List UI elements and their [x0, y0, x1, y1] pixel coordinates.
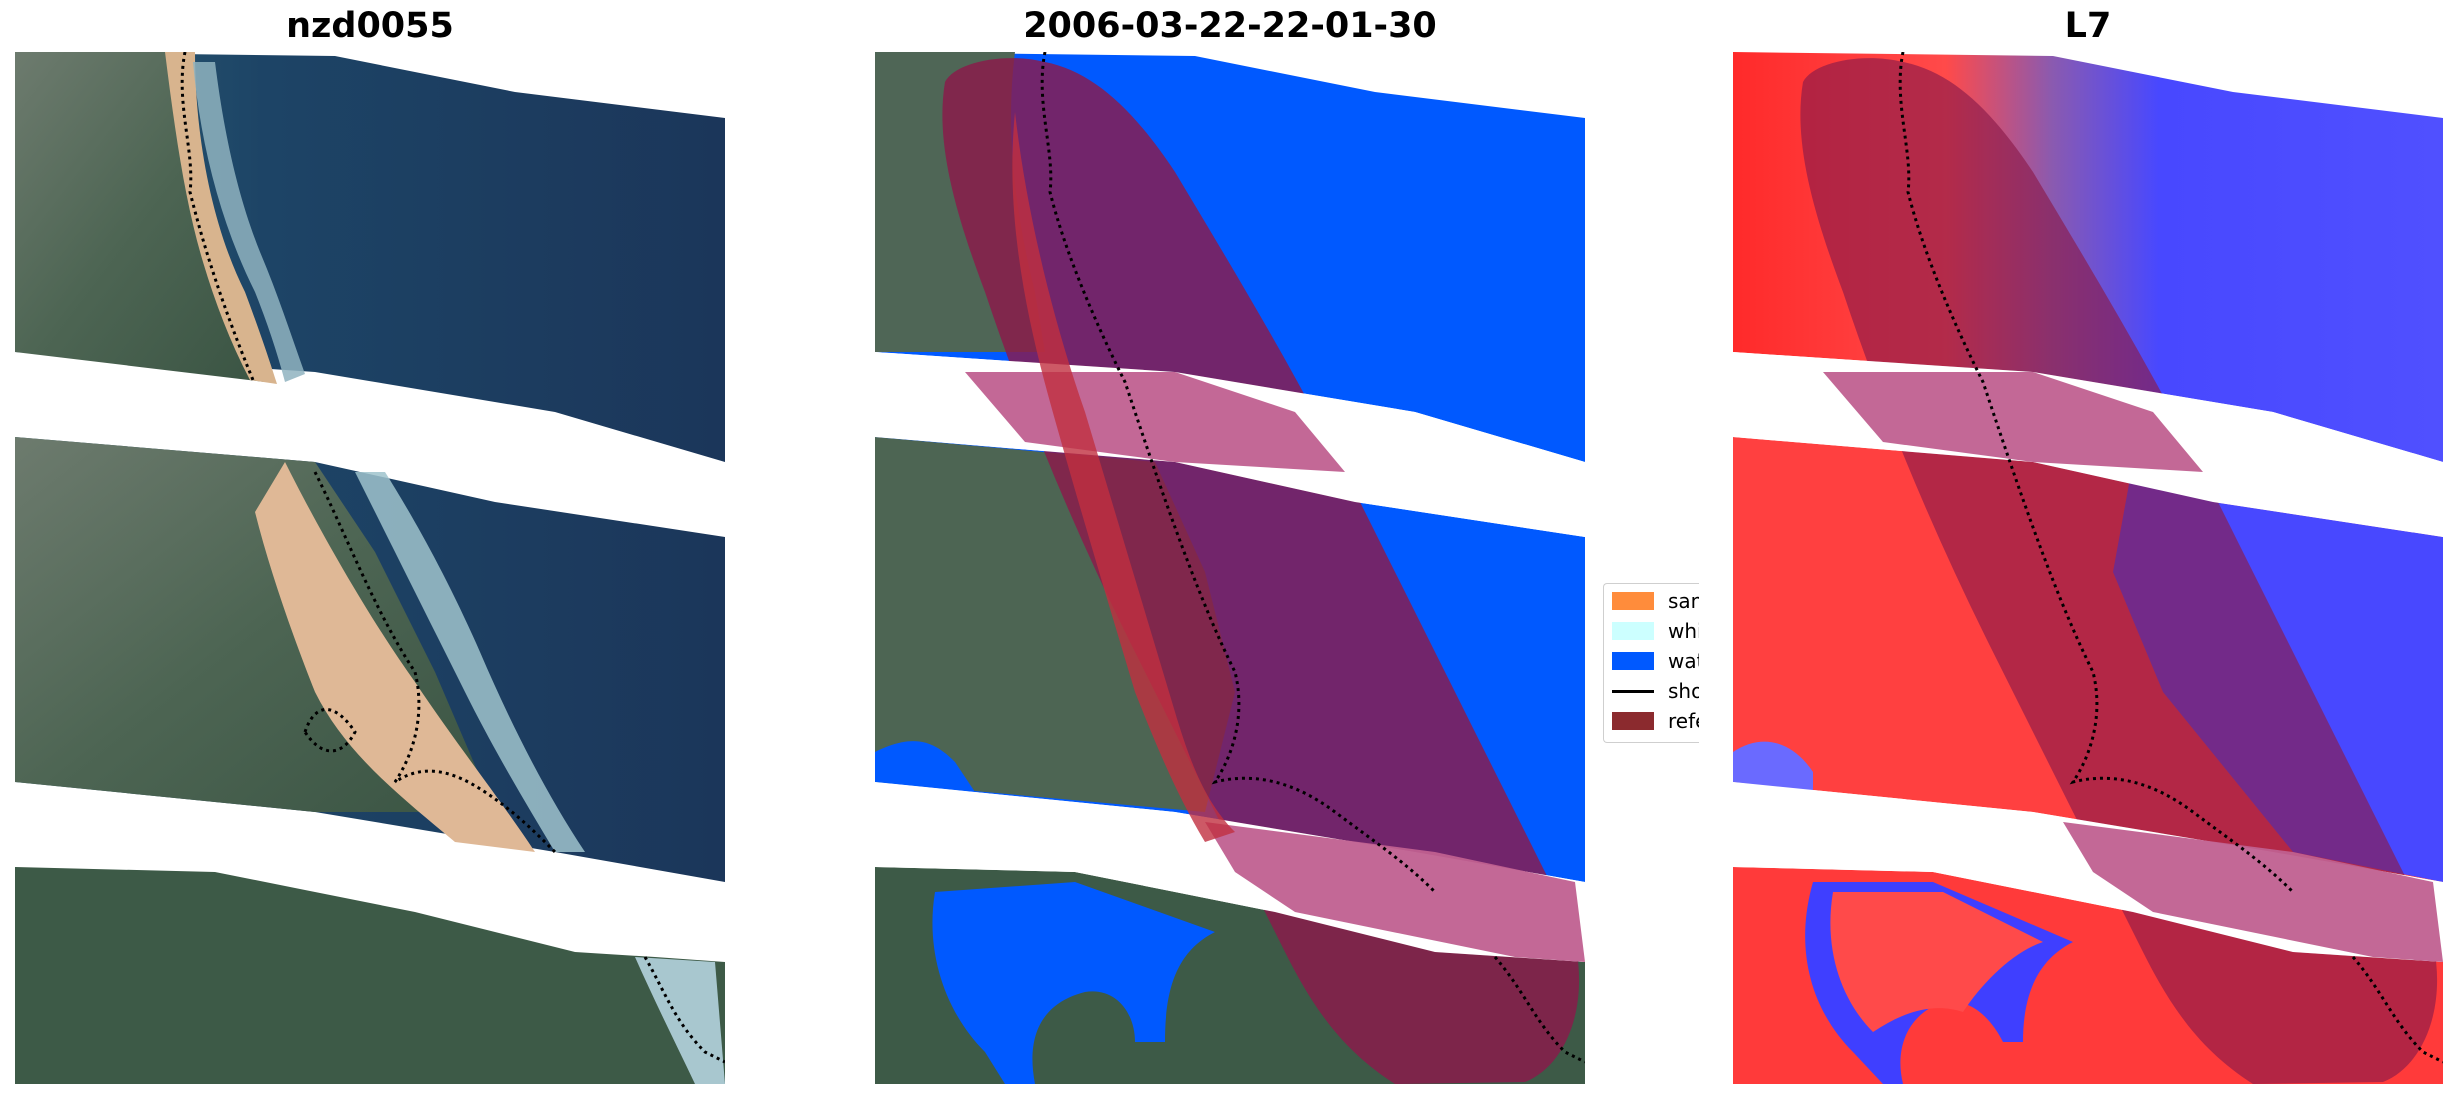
legend-label-water: water — [1668, 649, 1699, 673]
index-image-panel — [1733, 52, 2443, 1084]
legend-item-whitewater: whitewater — [1612, 618, 1699, 644]
legend-label-sand: sand — [1668, 589, 1699, 613]
panel-title-index: L7 — [2064, 6, 2112, 46]
legend-line-shoreline — [1612, 689, 1654, 693]
legend-label-shoreline: shoreline — [1668, 679, 1699, 703]
legend-item-buffer: reference shoreline buffer — [1612, 708, 1699, 734]
rgb-image — [15, 52, 725, 1084]
image-strip-2 — [15, 437, 725, 882]
image-strip-1 — [15, 52, 725, 462]
legend-swatch-water — [1612, 652, 1654, 670]
legend-item-water: water — [1612, 648, 1699, 674]
legend-swatch-whitewater — [1612, 622, 1654, 640]
panel-title-classified: 2006-03-22-22-01-30 — [1023, 6, 1437, 46]
legend-item-shoreline: shoreline — [1612, 678, 1699, 704]
index-image — [1733, 52, 2443, 1084]
reference-shoreline-buffer — [942, 58, 1580, 1084]
detected-shoreline — [1040, 52, 1437, 894]
legend-swatch-sand — [1612, 592, 1654, 610]
classified-image — [875, 52, 1585, 1084]
classified-image-panel — [875, 52, 1585, 1084]
legend-label-whitewater: whitewater — [1668, 619, 1699, 643]
legend-swatch-buffer — [1612, 712, 1654, 730]
image-strip-3 — [15, 867, 725, 1084]
legend-item-sand: sand — [1612, 588, 1699, 614]
legend-label-buffer: reference shoreline buffer — [1668, 709, 1699, 733]
panel-title-rgb: nzd0055 — [286, 6, 454, 46]
rgb-image-panel — [15, 52, 725, 1084]
legend: sand whitewater water shoreline referenc… — [1603, 583, 1699, 743]
